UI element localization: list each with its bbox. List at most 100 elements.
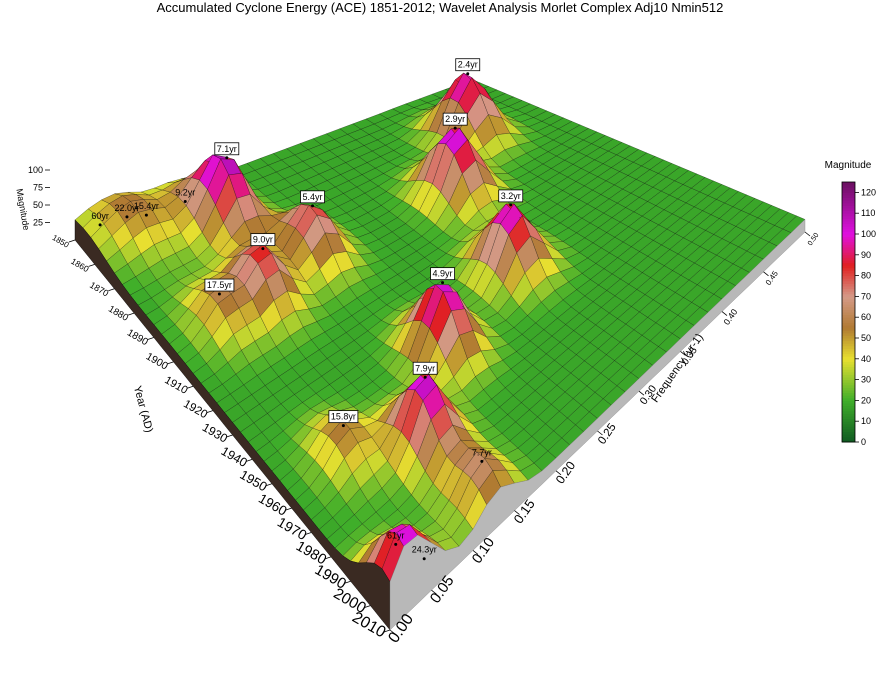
colorbar-tick-label: 70 xyxy=(861,291,871,301)
colorbar-segment xyxy=(842,304,855,308)
y-tick xyxy=(147,337,154,340)
colorbar-segment xyxy=(842,252,855,256)
colorbar-segment xyxy=(842,226,855,230)
colorbar-segment xyxy=(842,408,855,412)
x-tick xyxy=(514,510,520,515)
colorbar-segment xyxy=(842,241,855,245)
peak-label-box xyxy=(250,233,276,247)
colorbar-tick-label: 100 xyxy=(861,229,876,239)
y-tick-label: 1880 xyxy=(106,304,130,324)
y-tick xyxy=(68,239,76,243)
peak-marker xyxy=(144,213,148,217)
y-tick xyxy=(206,410,213,414)
colorbar-segment xyxy=(842,280,855,284)
colorbar-segment xyxy=(842,439,855,443)
colorbar-segment xyxy=(842,335,855,339)
colorbar-segment xyxy=(842,296,855,300)
y-tick xyxy=(186,385,194,389)
x-tick xyxy=(763,271,769,277)
peak-label: 9.0yr xyxy=(253,235,273,245)
colorbar-tick-label: 50 xyxy=(861,333,871,343)
peak-label: 9.2yr xyxy=(175,187,195,197)
colorbar-segment xyxy=(842,384,855,388)
peak-label: 15.4yr xyxy=(134,201,159,211)
y-tick-label: 1860 xyxy=(69,256,91,274)
colorbar-segment xyxy=(842,299,855,303)
colorbar-segment xyxy=(842,369,855,373)
colorbar-segment xyxy=(842,436,855,440)
peak-marker xyxy=(183,199,187,203)
y-tick xyxy=(88,263,95,267)
colorbar-segment xyxy=(842,288,855,292)
y-tick-label: 1850 xyxy=(51,233,71,250)
colorbar-segment xyxy=(842,371,855,375)
colorbar-segment xyxy=(842,338,855,342)
y-tick xyxy=(285,507,292,511)
peak-label: 15.8yr xyxy=(331,412,356,422)
peak-label: 3.2yr xyxy=(501,191,521,201)
colorbar-segment xyxy=(842,322,855,326)
colorbar-tick-label: 30 xyxy=(861,375,871,385)
peak-marker xyxy=(98,223,102,227)
peak-label: 4.9yr xyxy=(433,269,453,279)
y-tick xyxy=(305,532,312,535)
colorbar-segment xyxy=(842,345,855,349)
peak-label: 2.9yr xyxy=(445,114,465,124)
colorbar-frame xyxy=(841,181,856,443)
x-tick xyxy=(389,629,396,635)
colorbar-segment xyxy=(842,187,855,191)
colorbar-segment xyxy=(842,332,855,336)
colorbar-segment xyxy=(842,390,855,394)
colorbar-segment xyxy=(842,434,855,438)
peak-label: 17.5yr xyxy=(207,280,232,290)
peak-label: 7.1yr xyxy=(217,144,237,154)
colorbar-segment xyxy=(842,374,855,378)
peak-label: 22.0yr xyxy=(114,203,139,213)
colorbar-segment xyxy=(842,231,855,235)
colorbar-tick-label: 0 xyxy=(861,437,866,447)
colorbar-tick-label: 20 xyxy=(861,395,871,405)
peak-marker xyxy=(225,156,229,160)
z-axis-title: Magnitude xyxy=(14,188,31,231)
colorbar-segment xyxy=(842,218,855,222)
colorbar-segment xyxy=(842,301,855,305)
colorbar-segment xyxy=(842,286,855,290)
colorbar-tick-label: 120 xyxy=(861,187,876,197)
y-tick xyxy=(364,605,371,609)
colorbar-segment xyxy=(842,184,855,188)
colorbar-segment xyxy=(842,325,855,329)
x-tick xyxy=(804,231,811,237)
colorbar-segment xyxy=(842,236,855,240)
colorbar-segment xyxy=(842,423,855,427)
colorbar-tick-label: 40 xyxy=(861,354,871,364)
colorbar-segment xyxy=(842,283,855,287)
peak-label-box xyxy=(300,190,325,204)
peak-label: 5.4yr xyxy=(303,192,323,202)
colorbar-segment xyxy=(842,257,855,261)
colorbar-segment xyxy=(842,291,855,295)
peak-label-box xyxy=(430,267,455,281)
x-tick xyxy=(680,351,686,356)
peak-label: 60yr xyxy=(91,211,109,221)
colorbar-segment xyxy=(842,270,855,274)
peak-label-box xyxy=(455,58,481,72)
colorbar-segment xyxy=(842,306,855,310)
colorbar-segment xyxy=(842,314,855,318)
colorbar-segment xyxy=(842,382,855,386)
colorbar-segment xyxy=(842,364,855,368)
colorbar-segment xyxy=(842,351,855,355)
colorbar-segment xyxy=(842,262,855,266)
colorbar-segment xyxy=(842,192,855,196)
colorbar-segment xyxy=(842,379,855,383)
chart-title: Accumulated Cyclone Energy (ACE) 1851-20… xyxy=(157,0,724,15)
colorbar-segment xyxy=(842,319,855,323)
y-tick xyxy=(324,556,332,560)
colorbar-tick-label: 80 xyxy=(861,271,871,281)
colorbar-segment xyxy=(842,429,855,433)
peak-marker xyxy=(311,204,315,208)
y-tick xyxy=(265,483,273,487)
colorbar-segment xyxy=(842,275,855,279)
z-tick-label: 75 xyxy=(33,183,43,193)
peak-label-box xyxy=(204,278,235,292)
